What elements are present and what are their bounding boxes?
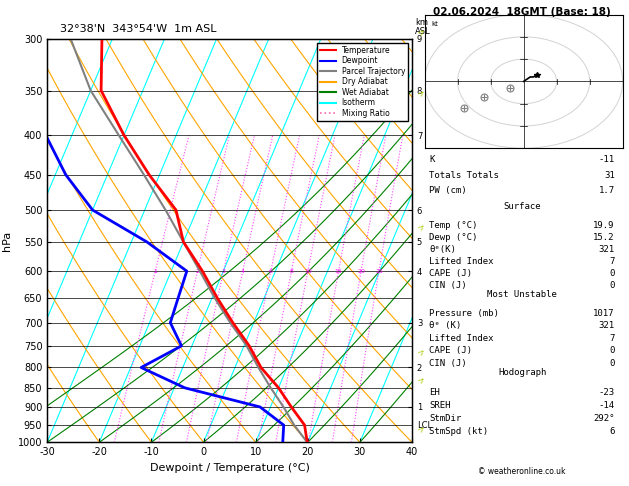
Text: 15: 15 — [335, 269, 342, 274]
Text: Temp (°C): Temp (°C) — [430, 221, 478, 229]
Text: K: K — [430, 156, 435, 164]
Text: Pressure (mb): Pressure (mb) — [430, 309, 499, 318]
Text: θᵉ(K): θᵉ(K) — [430, 245, 457, 254]
Text: 3: 3 — [221, 269, 226, 274]
Legend: Temperature, Dewpoint, Parcel Trajectory, Dry Adiabat, Wet Adiabat, Isotherm, Mi: Temperature, Dewpoint, Parcel Trajectory… — [317, 43, 408, 121]
Text: 6: 6 — [269, 269, 273, 274]
Text: 10: 10 — [304, 269, 312, 274]
Text: 321: 321 — [599, 321, 615, 330]
Text: 20: 20 — [357, 269, 365, 274]
Text: θᵉ (K): θᵉ (K) — [430, 321, 462, 330]
Text: © weatheronline.co.uk: © weatheronline.co.uk — [478, 467, 566, 476]
Text: 0: 0 — [610, 269, 615, 278]
Text: EH: EH — [430, 388, 440, 397]
Text: StmSpd (kt): StmSpd (kt) — [430, 427, 489, 436]
Text: 1.7: 1.7 — [599, 186, 615, 195]
Text: Lifted Index: Lifted Index — [430, 257, 494, 266]
Y-axis label: hPa: hPa — [3, 230, 12, 251]
Text: 15.2: 15.2 — [593, 233, 615, 242]
Text: 31: 31 — [604, 171, 615, 180]
Text: kt: kt — [431, 21, 438, 27]
Text: 8: 8 — [289, 269, 293, 274]
Text: >: > — [415, 222, 426, 233]
Text: 292°: 292° — [593, 414, 615, 423]
Text: 321: 321 — [599, 245, 615, 254]
Text: 19.9: 19.9 — [593, 221, 615, 229]
Text: >: > — [415, 374, 426, 385]
Text: 6: 6 — [610, 427, 615, 436]
Text: 32°38'N  343°54'W  1m ASL: 32°38'N 343°54'W 1m ASL — [60, 24, 216, 34]
Text: >: > — [415, 87, 426, 99]
Text: PW (cm): PW (cm) — [430, 186, 467, 195]
Text: km
ASL: km ASL — [415, 18, 431, 36]
Text: >: > — [415, 346, 426, 358]
Text: 02.06.2024  18GMT (Base: 18): 02.06.2024 18GMT (Base: 18) — [433, 7, 611, 17]
Text: 0: 0 — [610, 281, 615, 290]
Text: CAPE (J): CAPE (J) — [430, 347, 472, 355]
Text: 7: 7 — [610, 257, 615, 266]
Text: 2: 2 — [196, 269, 199, 274]
Text: Surface: Surface — [503, 202, 541, 211]
Text: CIN (J): CIN (J) — [430, 359, 467, 368]
Text: 1: 1 — [153, 269, 157, 274]
Text: StmDir: StmDir — [430, 414, 462, 423]
Text: 0: 0 — [610, 359, 615, 368]
Text: 4: 4 — [241, 269, 245, 274]
Text: CIN (J): CIN (J) — [430, 281, 467, 290]
X-axis label: Dewpoint / Temperature (°C): Dewpoint / Temperature (°C) — [150, 463, 309, 473]
Text: Dewp (°C): Dewp (°C) — [430, 233, 478, 242]
Text: -23: -23 — [599, 388, 615, 397]
Text: 7: 7 — [610, 334, 615, 343]
Text: Lifted Index: Lifted Index — [430, 334, 494, 343]
Text: Hodograph: Hodograph — [498, 368, 546, 377]
Text: SREH: SREH — [430, 401, 451, 410]
Text: >: > — [415, 423, 426, 435]
Text: 25: 25 — [375, 269, 383, 274]
Text: 1017: 1017 — [593, 309, 615, 318]
Text: Most Unstable: Most Unstable — [487, 290, 557, 299]
Text: >: > — [415, 26, 426, 37]
Text: 0: 0 — [610, 347, 615, 355]
Text: CAPE (J): CAPE (J) — [430, 269, 472, 278]
Text: -14: -14 — [599, 401, 615, 410]
Text: LCL: LCL — [418, 420, 433, 430]
Text: Totals Totals: Totals Totals — [430, 171, 499, 180]
Text: -11: -11 — [599, 156, 615, 164]
